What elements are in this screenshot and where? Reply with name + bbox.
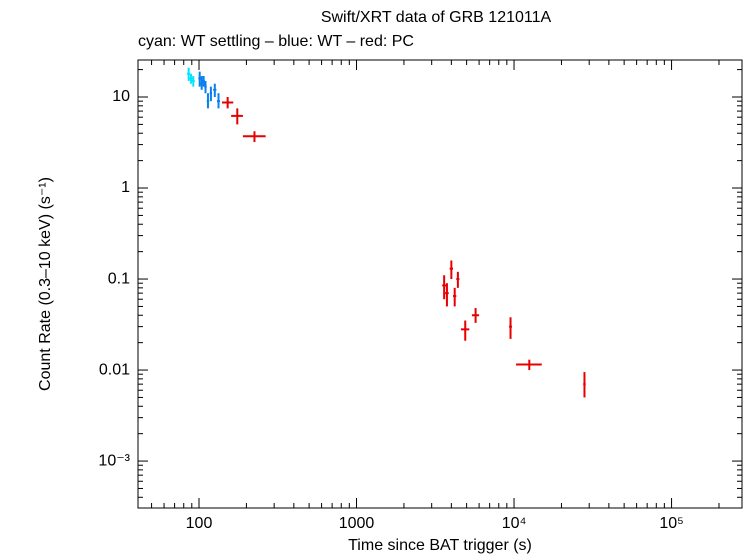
y-tick-label: 0.01 bbox=[99, 361, 130, 378]
x-axis-label: Time since BAT trigger (s) bbox=[348, 537, 532, 554]
x-tick-label: 10⁵ bbox=[659, 515, 683, 532]
y-tick-label: 10⁻³ bbox=[98, 452, 130, 469]
x-tick-label: 100 bbox=[186, 515, 213, 532]
chart-subtitle: cyan: WT settling – blue: WT – red: PC bbox=[138, 33, 414, 50]
x-tick-label: 1000 bbox=[339, 515, 375, 532]
plot-frame bbox=[137, 59, 743, 509]
y-tick-label: 1 bbox=[121, 179, 130, 196]
y-axis-label: Count Rate (0.3–10 keV) (s⁻¹) bbox=[37, 177, 54, 391]
chart-title: Swift/XRT data of GRB 121011A bbox=[321, 9, 552, 26]
y-tick-label: 10 bbox=[112, 88, 130, 105]
y-tick-label: 0.1 bbox=[108, 270, 130, 287]
x-tick-label: 10⁴ bbox=[502, 515, 527, 532]
